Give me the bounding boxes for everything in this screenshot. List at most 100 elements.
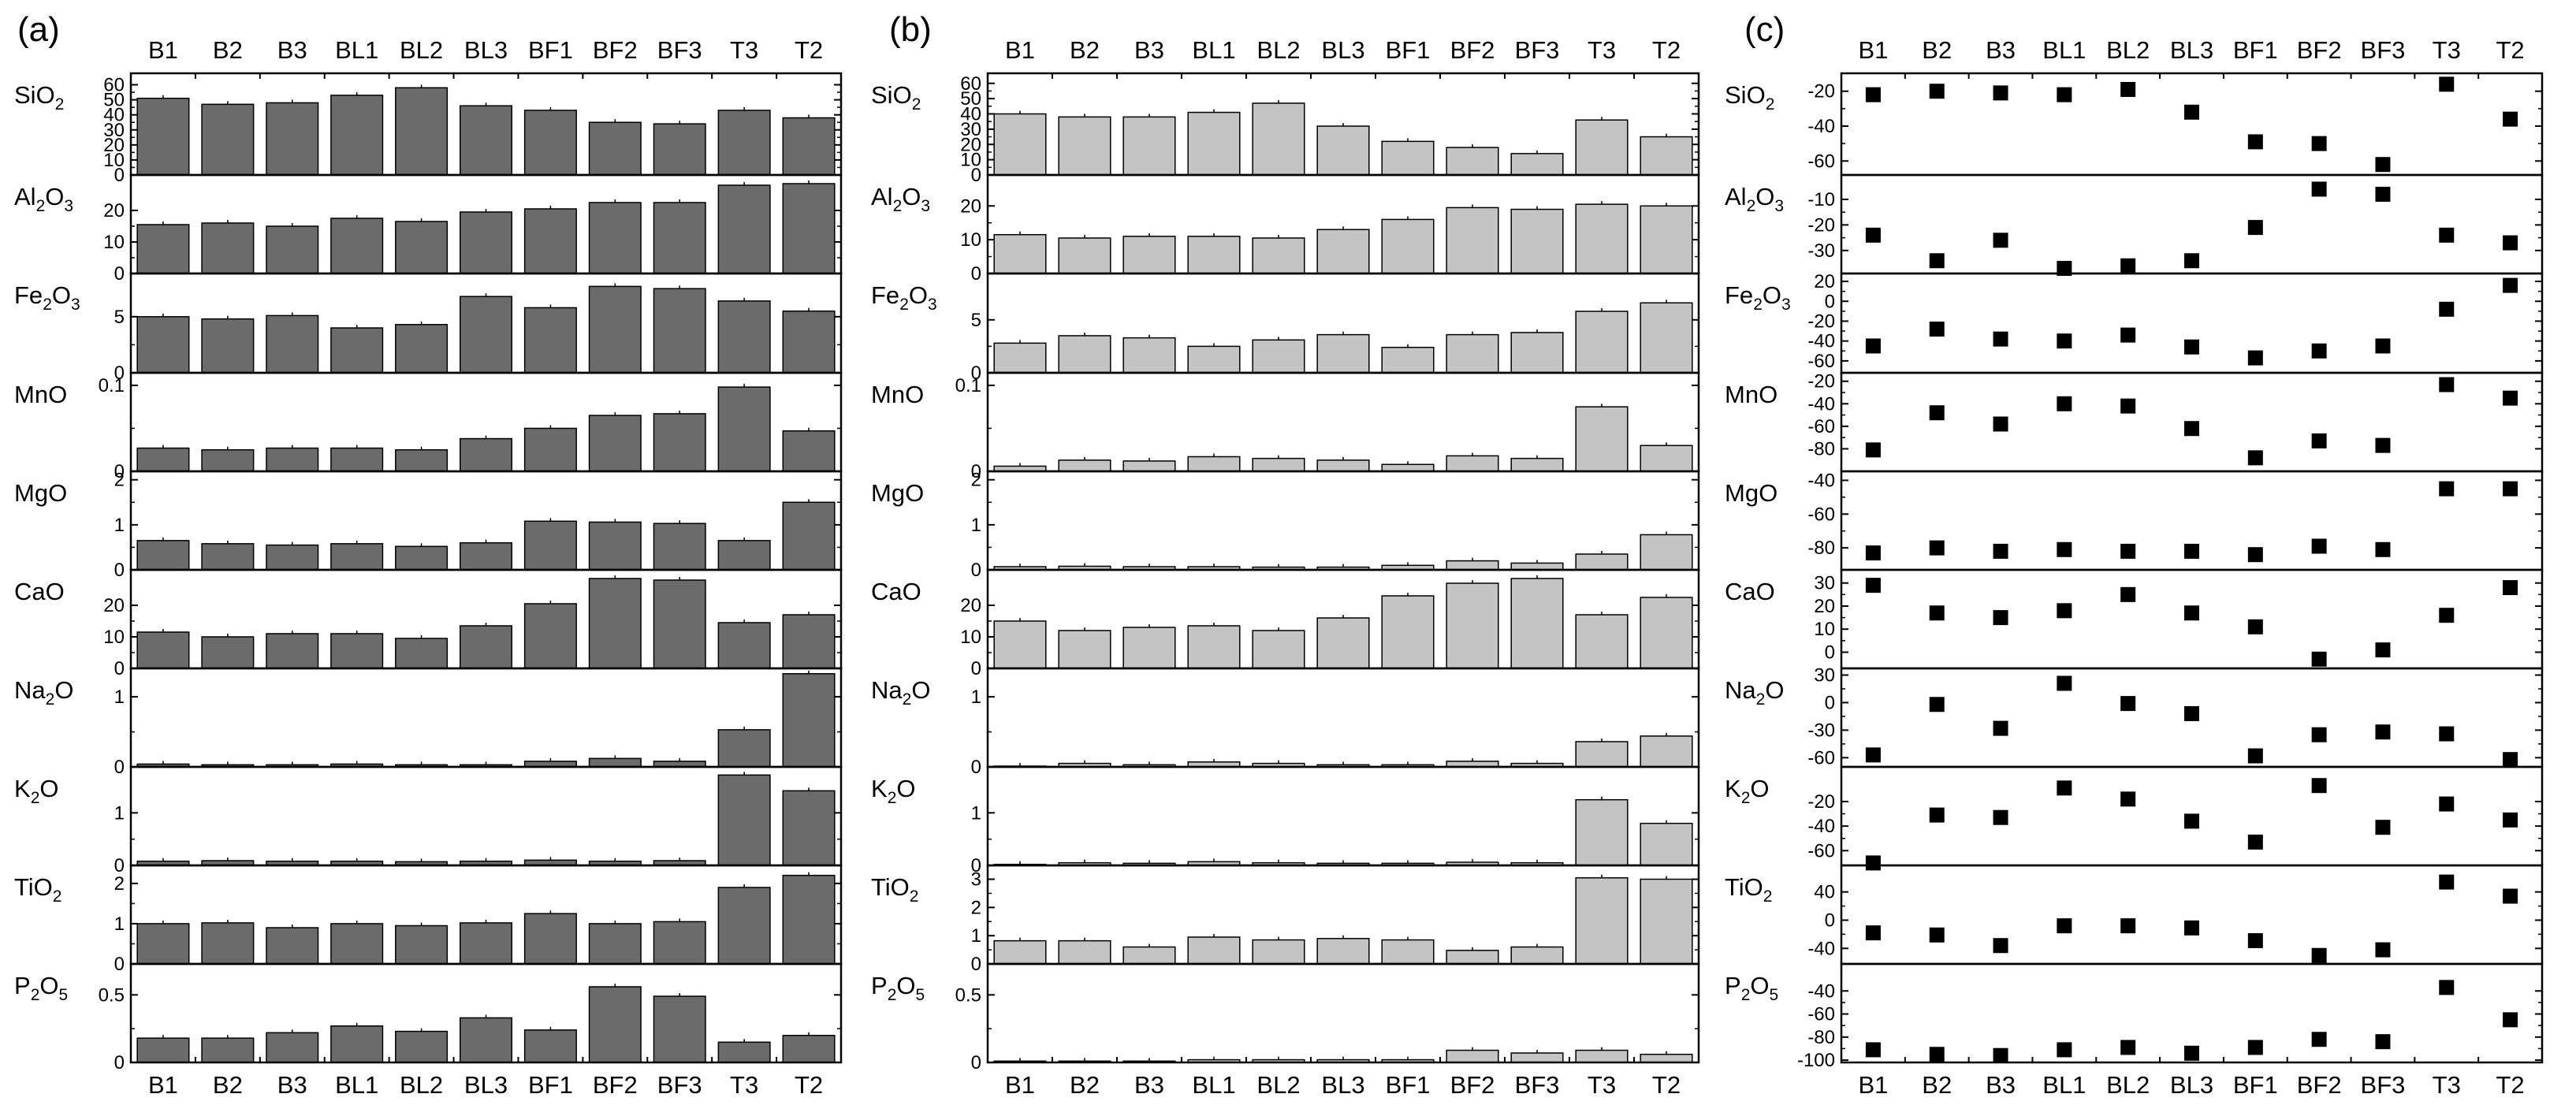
y-tick-label: 1 bbox=[971, 802, 981, 824]
bar bbox=[201, 448, 255, 472]
point bbox=[2120, 82, 2136, 97]
point bbox=[2057, 1042, 2072, 1058]
oxide-label-part: 2 bbox=[46, 690, 55, 709]
bar bbox=[588, 986, 642, 1063]
oxide-label-part: 2 bbox=[1741, 789, 1751, 807]
bar bbox=[717, 184, 771, 274]
point bbox=[2503, 1012, 2518, 1028]
row-0: SiO2 -20 -40 -60 bbox=[1725, 72, 2544, 177]
bar bbox=[1575, 203, 1629, 274]
category-label-top: BL1 bbox=[1192, 36, 1235, 64]
y-tick-label: 0.1 bbox=[99, 375, 125, 396]
bar bbox=[1122, 116, 1176, 176]
bar bbox=[330, 447, 384, 472]
bar bbox=[1252, 630, 1305, 669]
oxide-label-part: P bbox=[14, 972, 31, 999]
y-tick-label: 20 bbox=[960, 595, 981, 616]
bar bbox=[201, 1037, 255, 1063]
bar bbox=[395, 925, 449, 965]
point bbox=[2184, 104, 2199, 120]
bar bbox=[1446, 206, 1499, 274]
bar bbox=[1446, 1049, 1499, 1063]
point bbox=[2120, 258, 2136, 273]
oxide-label-part: 2 bbox=[36, 197, 46, 215]
oxide-label: Fe2O3 bbox=[14, 281, 80, 314]
y-tick-label: 0 bbox=[971, 954, 981, 975]
bar bbox=[993, 233, 1047, 274]
point bbox=[2311, 1032, 2327, 1047]
bar bbox=[717, 110, 771, 176]
y-tick-label: -10 bbox=[1807, 189, 1835, 210]
row-4: MgO 0 1 2 bbox=[14, 470, 843, 581]
bar bbox=[395, 1030, 449, 1063]
point bbox=[1865, 442, 1881, 458]
category-label-bottom: BF2 bbox=[593, 1071, 638, 1099]
bar bbox=[1058, 335, 1111, 374]
bar bbox=[136, 97, 190, 176]
point bbox=[2120, 918, 2136, 934]
bar bbox=[717, 1041, 771, 1063]
point bbox=[1993, 543, 2008, 559]
row-1: Al2O3 0 10 20 bbox=[871, 173, 1700, 285]
oxide-label-part: P bbox=[871, 972, 888, 999]
bar bbox=[1316, 125, 1370, 176]
bar bbox=[1640, 878, 1693, 965]
oxide-label-part: O bbox=[1755, 183, 1774, 210]
row-7: K2O 0 1 bbox=[871, 765, 1700, 876]
oxide-label-part: MgO bbox=[871, 479, 924, 507]
bar bbox=[653, 123, 706, 176]
bar bbox=[395, 545, 449, 571]
point bbox=[1929, 322, 1945, 337]
y-tick-label: 10 bbox=[1814, 619, 1835, 640]
row-9: P2O5 -40-60-80-100 bbox=[1725, 962, 2544, 1071]
point bbox=[1865, 338, 1881, 354]
category-label-bottom: BL2 bbox=[400, 1071, 443, 1099]
oxide-label-part: Fe bbox=[1725, 281, 1753, 309]
bar bbox=[1640, 597, 1693, 669]
bar bbox=[1381, 140, 1435, 176]
bar bbox=[993, 342, 1047, 374]
point bbox=[2503, 752, 2518, 768]
point bbox=[2503, 580, 2518, 596]
y-tick-label: 1 bbox=[114, 802, 125, 824]
point bbox=[1865, 855, 1881, 871]
bar bbox=[1510, 946, 1564, 965]
category-label-top: BL1 bbox=[335, 36, 378, 64]
point bbox=[2120, 791, 2136, 807]
oxide-label-part: Fe bbox=[871, 281, 899, 309]
oxide-label-part: 2 bbox=[893, 197, 903, 215]
point bbox=[2503, 390, 2518, 406]
point bbox=[1865, 925, 1881, 941]
row-2: Fe2O3 200-20-40-60 bbox=[1725, 271, 2544, 374]
y-tick-label: -80 bbox=[1807, 538, 1835, 559]
bar bbox=[1252, 237, 1305, 274]
bar bbox=[1575, 614, 1629, 669]
oxide-label-part: SiO bbox=[1725, 81, 1766, 109]
oxide-label-part: 2 bbox=[43, 296, 52, 314]
point bbox=[1865, 87, 1881, 102]
bar bbox=[653, 413, 706, 472]
point bbox=[1993, 938, 2008, 954]
oxide-label-part: 2 bbox=[1753, 296, 1763, 314]
point bbox=[2247, 748, 2263, 764]
bar bbox=[653, 523, 706, 571]
bar bbox=[523, 520, 577, 571]
oxide-label: P2O5 bbox=[1725, 972, 1778, 1004]
row-8: TiO2 40 0 -40 bbox=[1725, 864, 2544, 965]
point bbox=[2247, 450, 2263, 466]
row-7: K2O 0 1 bbox=[14, 765, 843, 876]
y-tick-label: 20 bbox=[103, 200, 125, 221]
panel-letter: (c) bbox=[1744, 10, 1785, 49]
bar bbox=[1316, 229, 1370, 274]
bar bbox=[717, 774, 771, 866]
category-label-bottom: B1 bbox=[148, 1071, 178, 1099]
point bbox=[2439, 227, 2455, 243]
bar bbox=[1122, 236, 1176, 274]
category-label-bottom: B2 bbox=[1070, 1071, 1100, 1099]
bar bbox=[1446, 582, 1499, 669]
point bbox=[2375, 1034, 2391, 1050]
category-label-top: T3 bbox=[2433, 36, 2461, 64]
bar bbox=[395, 448, 449, 472]
